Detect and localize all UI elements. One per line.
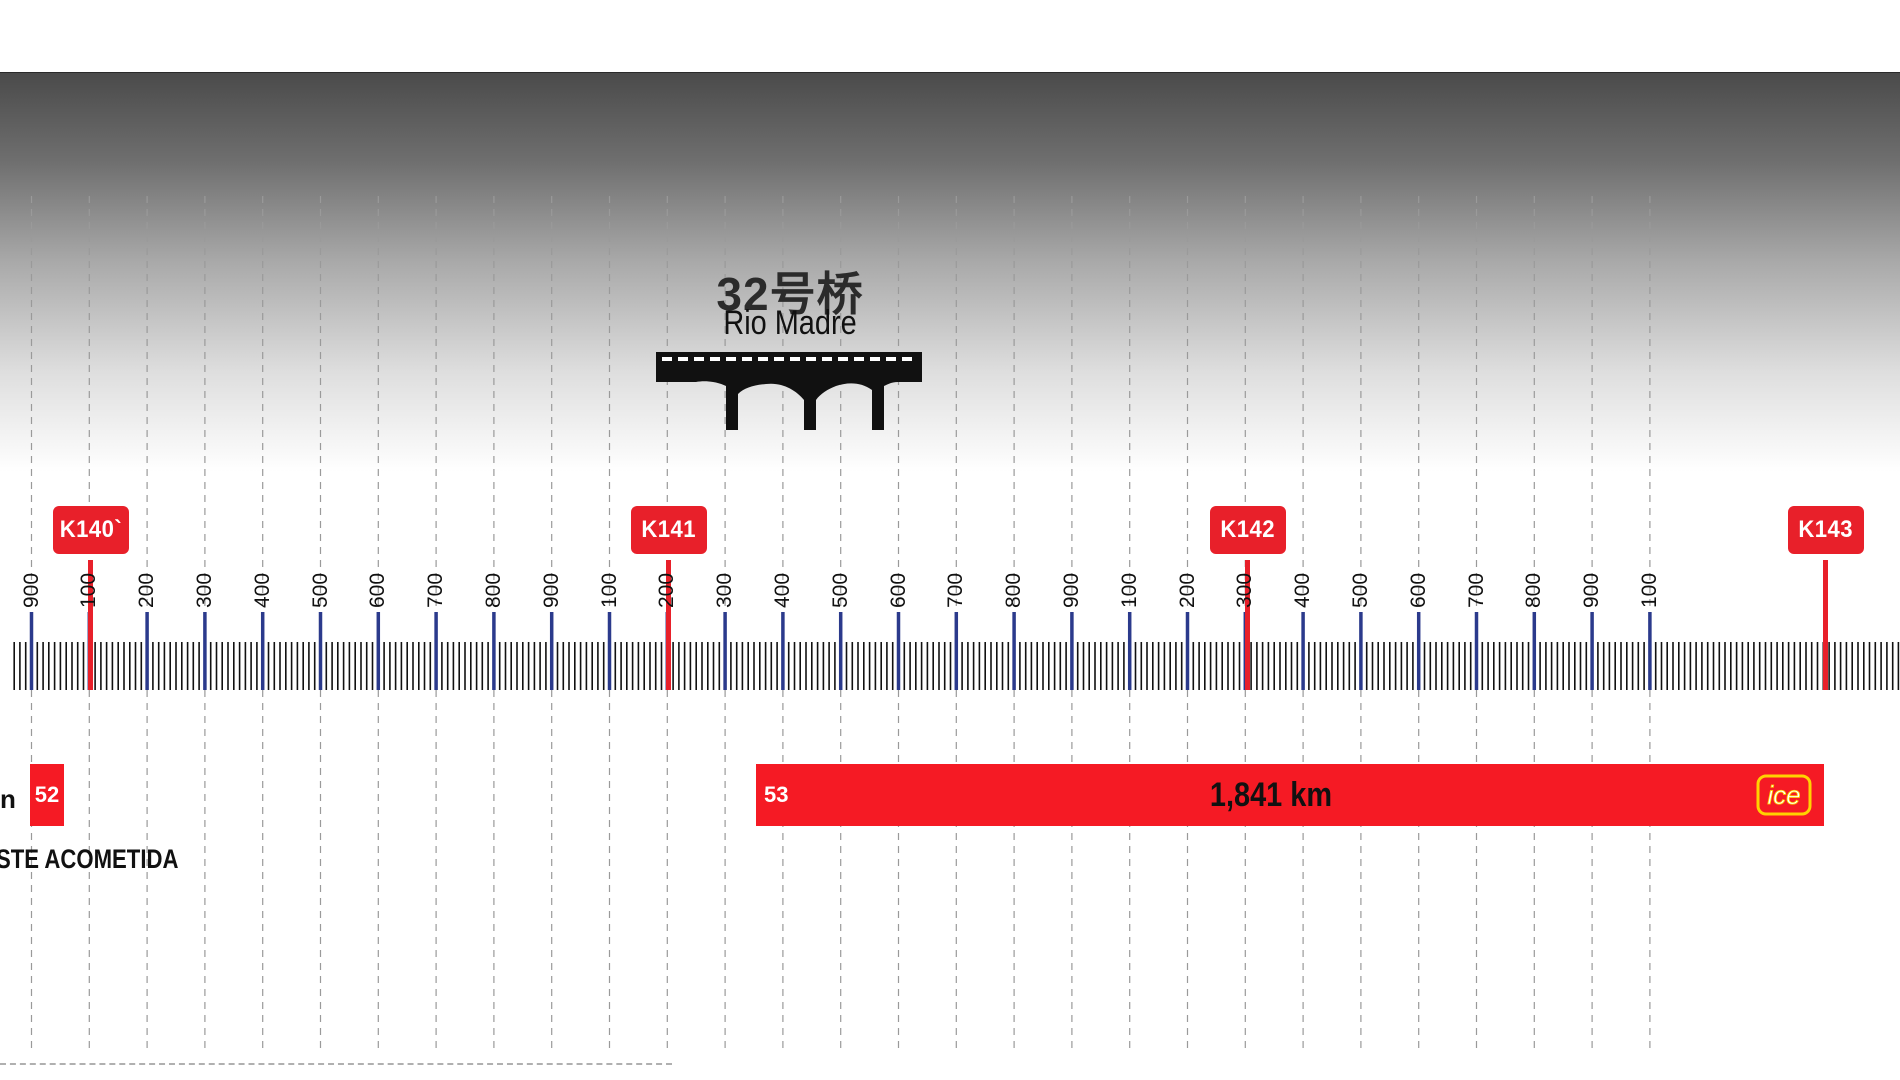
tick-label: 500: [1348, 572, 1372, 608]
tick-label: 300: [1233, 572, 1257, 608]
bridge-name: 32号桥: [716, 268, 864, 320]
km-marker: K142: [1209, 506, 1286, 554]
bridge-icon: [656, 352, 922, 430]
tick-label: 800: [481, 572, 505, 608]
tick-label: 400: [250, 572, 274, 608]
tick-label: 100: [597, 572, 621, 608]
tick-label: 300: [713, 572, 737, 608]
tick-label: 500: [828, 572, 852, 608]
tick-label: 200: [135, 572, 159, 608]
tick-label: 900: [1059, 572, 1083, 608]
svg-text:ice: ice: [1767, 780, 1800, 810]
tick-label: 800: [1002, 572, 1026, 608]
tick-label: 600: [366, 572, 390, 608]
tick-label: 700: [424, 572, 448, 608]
tick-label: 400: [770, 572, 794, 608]
tick-label: 600: [886, 572, 910, 608]
tick-label: 200: [1175, 572, 1199, 608]
ice-logo-icon: ice: [1756, 774, 1812, 816]
segment-53-bar: 53 1,841 km ice: [756, 764, 1824, 826]
segment-53-id: 53: [764, 782, 789, 807]
tick-label: 600: [1406, 572, 1430, 608]
segment-52-prev-text: n: [0, 784, 16, 814]
tick-label: 100: [1637, 572, 1661, 608]
tick-label: 200: [655, 572, 679, 608]
segment-53-length: 1,841 km: [1209, 776, 1333, 814]
tick-label: 800: [1522, 572, 1546, 608]
bottom-dashed-rule: [0, 1063, 672, 1065]
tick-label: 500: [308, 572, 332, 608]
header-gradient-band: [0, 72, 1900, 492]
top-rule: [0, 72, 1900, 73]
chainage-ruler: [13, 560, 1900, 690]
km-marker: K141: [630, 506, 707, 554]
tick-label: 100: [77, 572, 101, 608]
tick-label: 900: [1580, 572, 1604, 608]
km-marker: K140`: [52, 506, 129, 554]
tick-label: 300: [192, 572, 216, 608]
km-marker: K143: [1787, 506, 1864, 554]
tick-label: 700: [1464, 572, 1488, 608]
tick-label: 700: [944, 572, 968, 608]
tick-label: 100: [1117, 572, 1141, 608]
tick-label: 900: [19, 572, 43, 608]
segment-52-caption: STE ACOMETIDA: [0, 844, 179, 874]
tick-label: 400: [1291, 572, 1315, 608]
bridge-subtitle: Rio Madre: [723, 304, 857, 342]
segment-52-bar: 52: [30, 764, 64, 826]
tick-label: 900: [539, 572, 563, 608]
